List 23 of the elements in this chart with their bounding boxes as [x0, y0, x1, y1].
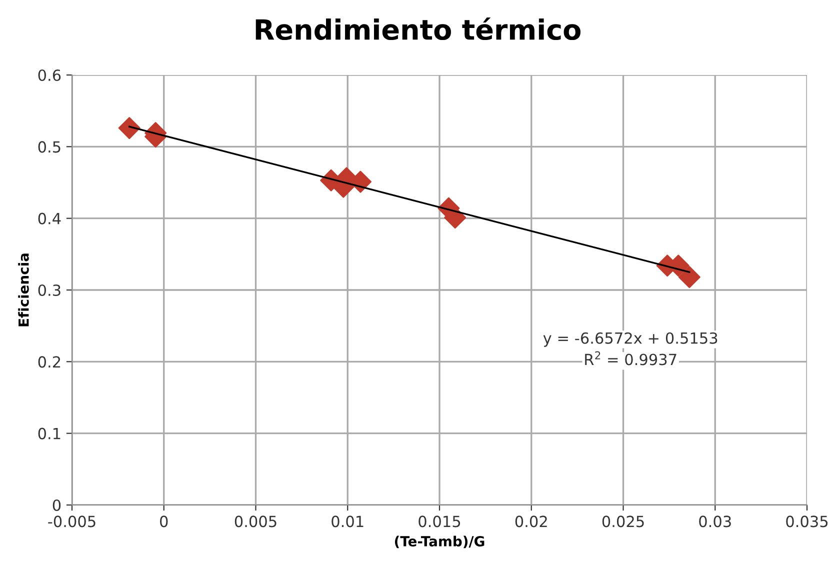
x-tick-label: 0.02 — [515, 516, 547, 528]
x-tick-label: 0.005 — [234, 516, 276, 528]
y-tick-label: 0.5 — [38, 141, 60, 153]
annotation: R$^{2}$ = 0.9937 — [585, 351, 676, 366]
y-axis-title: Eficiencia — [18, 254, 29, 326]
y-tick-label: 0 — [52, 499, 61, 512]
x-tick-label: 0 — [160, 516, 168, 528]
y-tick-label: 0.1 — [38, 428, 60, 440]
x-axis-title: (Te-Tamb)/G — [394, 536, 484, 548]
y-tick-label: 0.6 — [38, 69, 61, 82]
x-tick-label: 0.025 — [602, 516, 644, 528]
x-tick-label: 0.03 — [699, 516, 731, 528]
annotation: y = -6.6572x + 0.5153 — [543, 332, 718, 347]
point — [678, 266, 700, 288]
x-tick-label: -0.005 — [48, 516, 96, 528]
y-tick-label: 0.2 — [38, 356, 60, 368]
y-tick-label: 0.4 — [38, 212, 61, 224]
point — [118, 117, 140, 140]
x-tick-label: 0.035 — [786, 516, 828, 528]
chart-title: Rendimiento térmico — [256, 17, 580, 40]
y-tick-label: 0.3 — [38, 284, 60, 296]
x-tick-label: 0.01 — [332, 516, 364, 528]
x-tick-label: 0.015 — [418, 516, 460, 528]
